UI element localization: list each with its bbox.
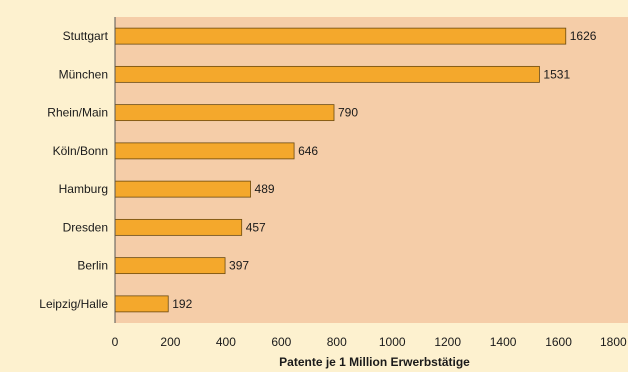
value-label: 192 [172,297,192,311]
category-label: München [59,67,108,81]
category-labels-group: Stuttgart München Rhein/Main Köln/Bonn Hambu… [39,29,108,311]
category-label: Köln/Bonn [53,144,108,158]
value-label: 489 [255,182,275,196]
value-label: 397 [229,259,249,273]
bar-1 [114,65,540,83]
value-label: 790 [338,106,358,120]
x-tick-label: 1400 [490,335,517,349]
value-label: 1626 [570,29,597,43]
x-tick-labels-group: 0 200 400 600 800 1000 1200 1400 1600 1800 [112,335,627,349]
x-tick-label: 1000 [379,335,406,349]
x-axis-title: Patente je 1 Million Erwerbstätige [279,355,470,369]
value-labels-group: 1626 1531 790 646 489 457 397 192 [172,29,597,311]
plot-area [115,17,628,323]
value-label: 457 [246,220,266,234]
x-tick-label: 600 [271,335,291,349]
value-label: 646 [298,144,318,158]
value-label: 1531 [543,67,570,81]
x-tick-label: 400 [216,335,236,349]
x-tick-label: 1200 [434,335,461,349]
category-label: Stuttgart [63,29,109,43]
category-label: Hamburg [59,182,108,196]
bar-0 [114,27,567,45]
x-tick-label: 0 [112,335,119,349]
bar-4 [114,180,251,198]
bar-3 [114,142,295,160]
category-label: Berlin [77,259,108,273]
category-label: Dresden [63,220,108,234]
bar-6 [114,257,226,275]
category-label: Rhein/Main [47,106,108,120]
x-tick-label: 200 [160,335,180,349]
bar-5 [114,218,243,236]
bar-2 [114,104,335,122]
x-tick-label: 800 [327,335,347,349]
category-label: Leipzig/Halle [39,297,108,311]
x-tick-label: 1600 [545,335,572,349]
x-tick-label: 1800 [600,335,627,349]
bar-7 [114,295,169,313]
